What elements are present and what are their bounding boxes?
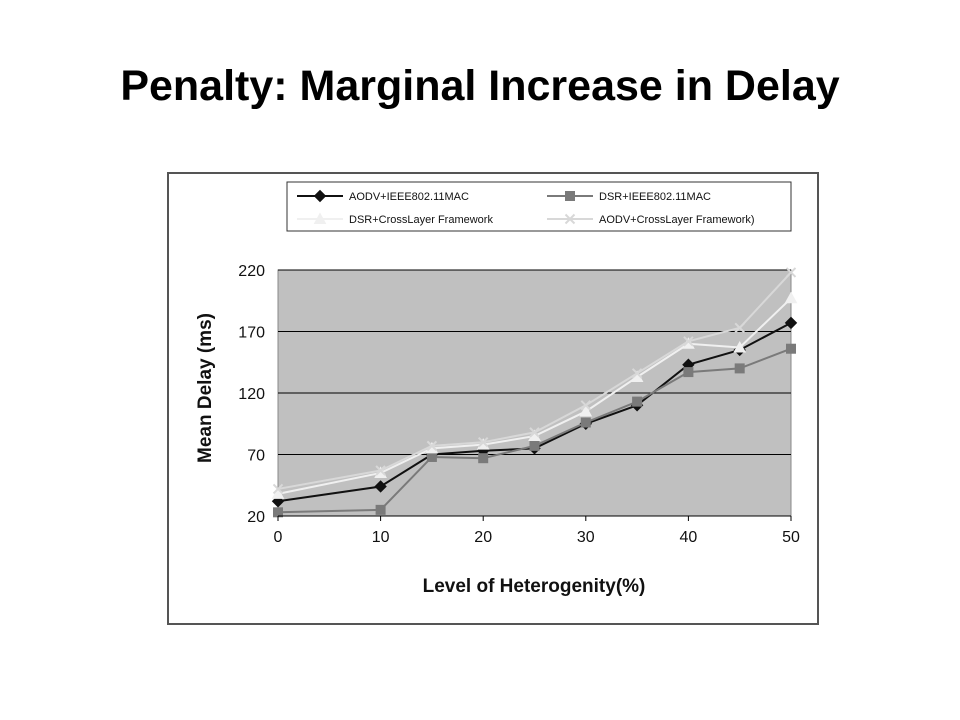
data-point (529, 440, 540, 451)
data-point (580, 400, 592, 411)
data-point (631, 368, 643, 379)
x-tick-label: 50 (782, 529, 800, 546)
x-tick-label: 0 (274, 529, 283, 546)
y-tick-label: 120 (238, 386, 265, 403)
series-2 (273, 343, 796, 518)
series-4 (272, 267, 797, 495)
data-point (273, 507, 283, 518)
y-tick-label: 20 (247, 509, 265, 526)
data-point (734, 363, 745, 374)
slide-title: Penalty: Marginal Increase in Delay (120, 62, 840, 110)
data-point (426, 451, 437, 462)
data-point (683, 367, 694, 378)
data-point (579, 404, 593, 417)
data-point (426, 440, 438, 452)
x-axis-title: Level of Heterogenity(%) (423, 576, 646, 597)
legend: AODV+IEEE802.11MAC DSR+IEEE802.11MAC DSR+C… (297, 189, 755, 226)
series-line (277, 347, 792, 514)
data-point (271, 487, 285, 499)
series-line (277, 322, 792, 503)
chart-frame: AODV+IEEE802.11MAC DSR+IEEE802.11MAC DSR+C… (167, 172, 819, 625)
data-point (734, 322, 745, 334)
data-point (632, 396, 643, 407)
legend-entry: DSR+CrossLayer Framework (297, 212, 493, 226)
data-point (784, 316, 798, 330)
data-point (580, 417, 591, 428)
legend-marker (565, 191, 575, 201)
legend-label: DSR+IEEE802.11MAC (599, 191, 711, 203)
legend-label: AODV+IEEE802.11MAC (349, 191, 469, 203)
y-axis-title: Mean Delay (ms) (195, 313, 216, 463)
x-tick-label: 10 (372, 529, 390, 546)
x-tick-label: 40 (680, 529, 698, 546)
data-point (683, 336, 694, 347)
y-tick-label: 220 (238, 263, 265, 280)
y-tick-labels: 220 170 120 70 20 (238, 263, 265, 526)
y-tick-label: 170 (238, 325, 265, 342)
legend-marker (313, 212, 327, 224)
x-tick-labels: 0 10 20 30 40 50 (274, 515, 800, 546)
legend-entry: AODV+CrossLayer Framework) (547, 213, 755, 226)
series-line (277, 271, 792, 490)
data-point (785, 267, 797, 278)
legend-label: AODV+CrossLayer Framework) (599, 214, 755, 226)
data-point (477, 436, 489, 448)
data-point (529, 427, 540, 438)
y-tick-label: 70 (247, 448, 265, 465)
line-chart: AODV+IEEE802.11MAC DSR+IEEE802.11MAC DSR+C… (195, 181, 800, 597)
data-point (478, 453, 489, 464)
data-point (784, 291, 798, 304)
x-tick-label: 20 (474, 529, 492, 546)
legend-entry: DSR+IEEE802.11MAC (547, 191, 711, 203)
legend-box (286, 181, 792, 232)
data-point (375, 504, 386, 515)
data-point (786, 343, 796, 354)
legend-marker (313, 189, 327, 203)
series-group (271, 267, 798, 518)
legend-entry: AODV+IEEE802.11MAC (297, 189, 469, 203)
x-tick-label: 30 (577, 529, 595, 546)
legend-label: DSR+CrossLayer Framework (349, 214, 493, 226)
data-point (272, 483, 284, 495)
data-point (733, 340, 747, 353)
legend-marker (564, 213, 576, 225)
series-line (277, 297, 792, 495)
data-point (375, 465, 386, 476)
data-point (374, 480, 387, 493)
